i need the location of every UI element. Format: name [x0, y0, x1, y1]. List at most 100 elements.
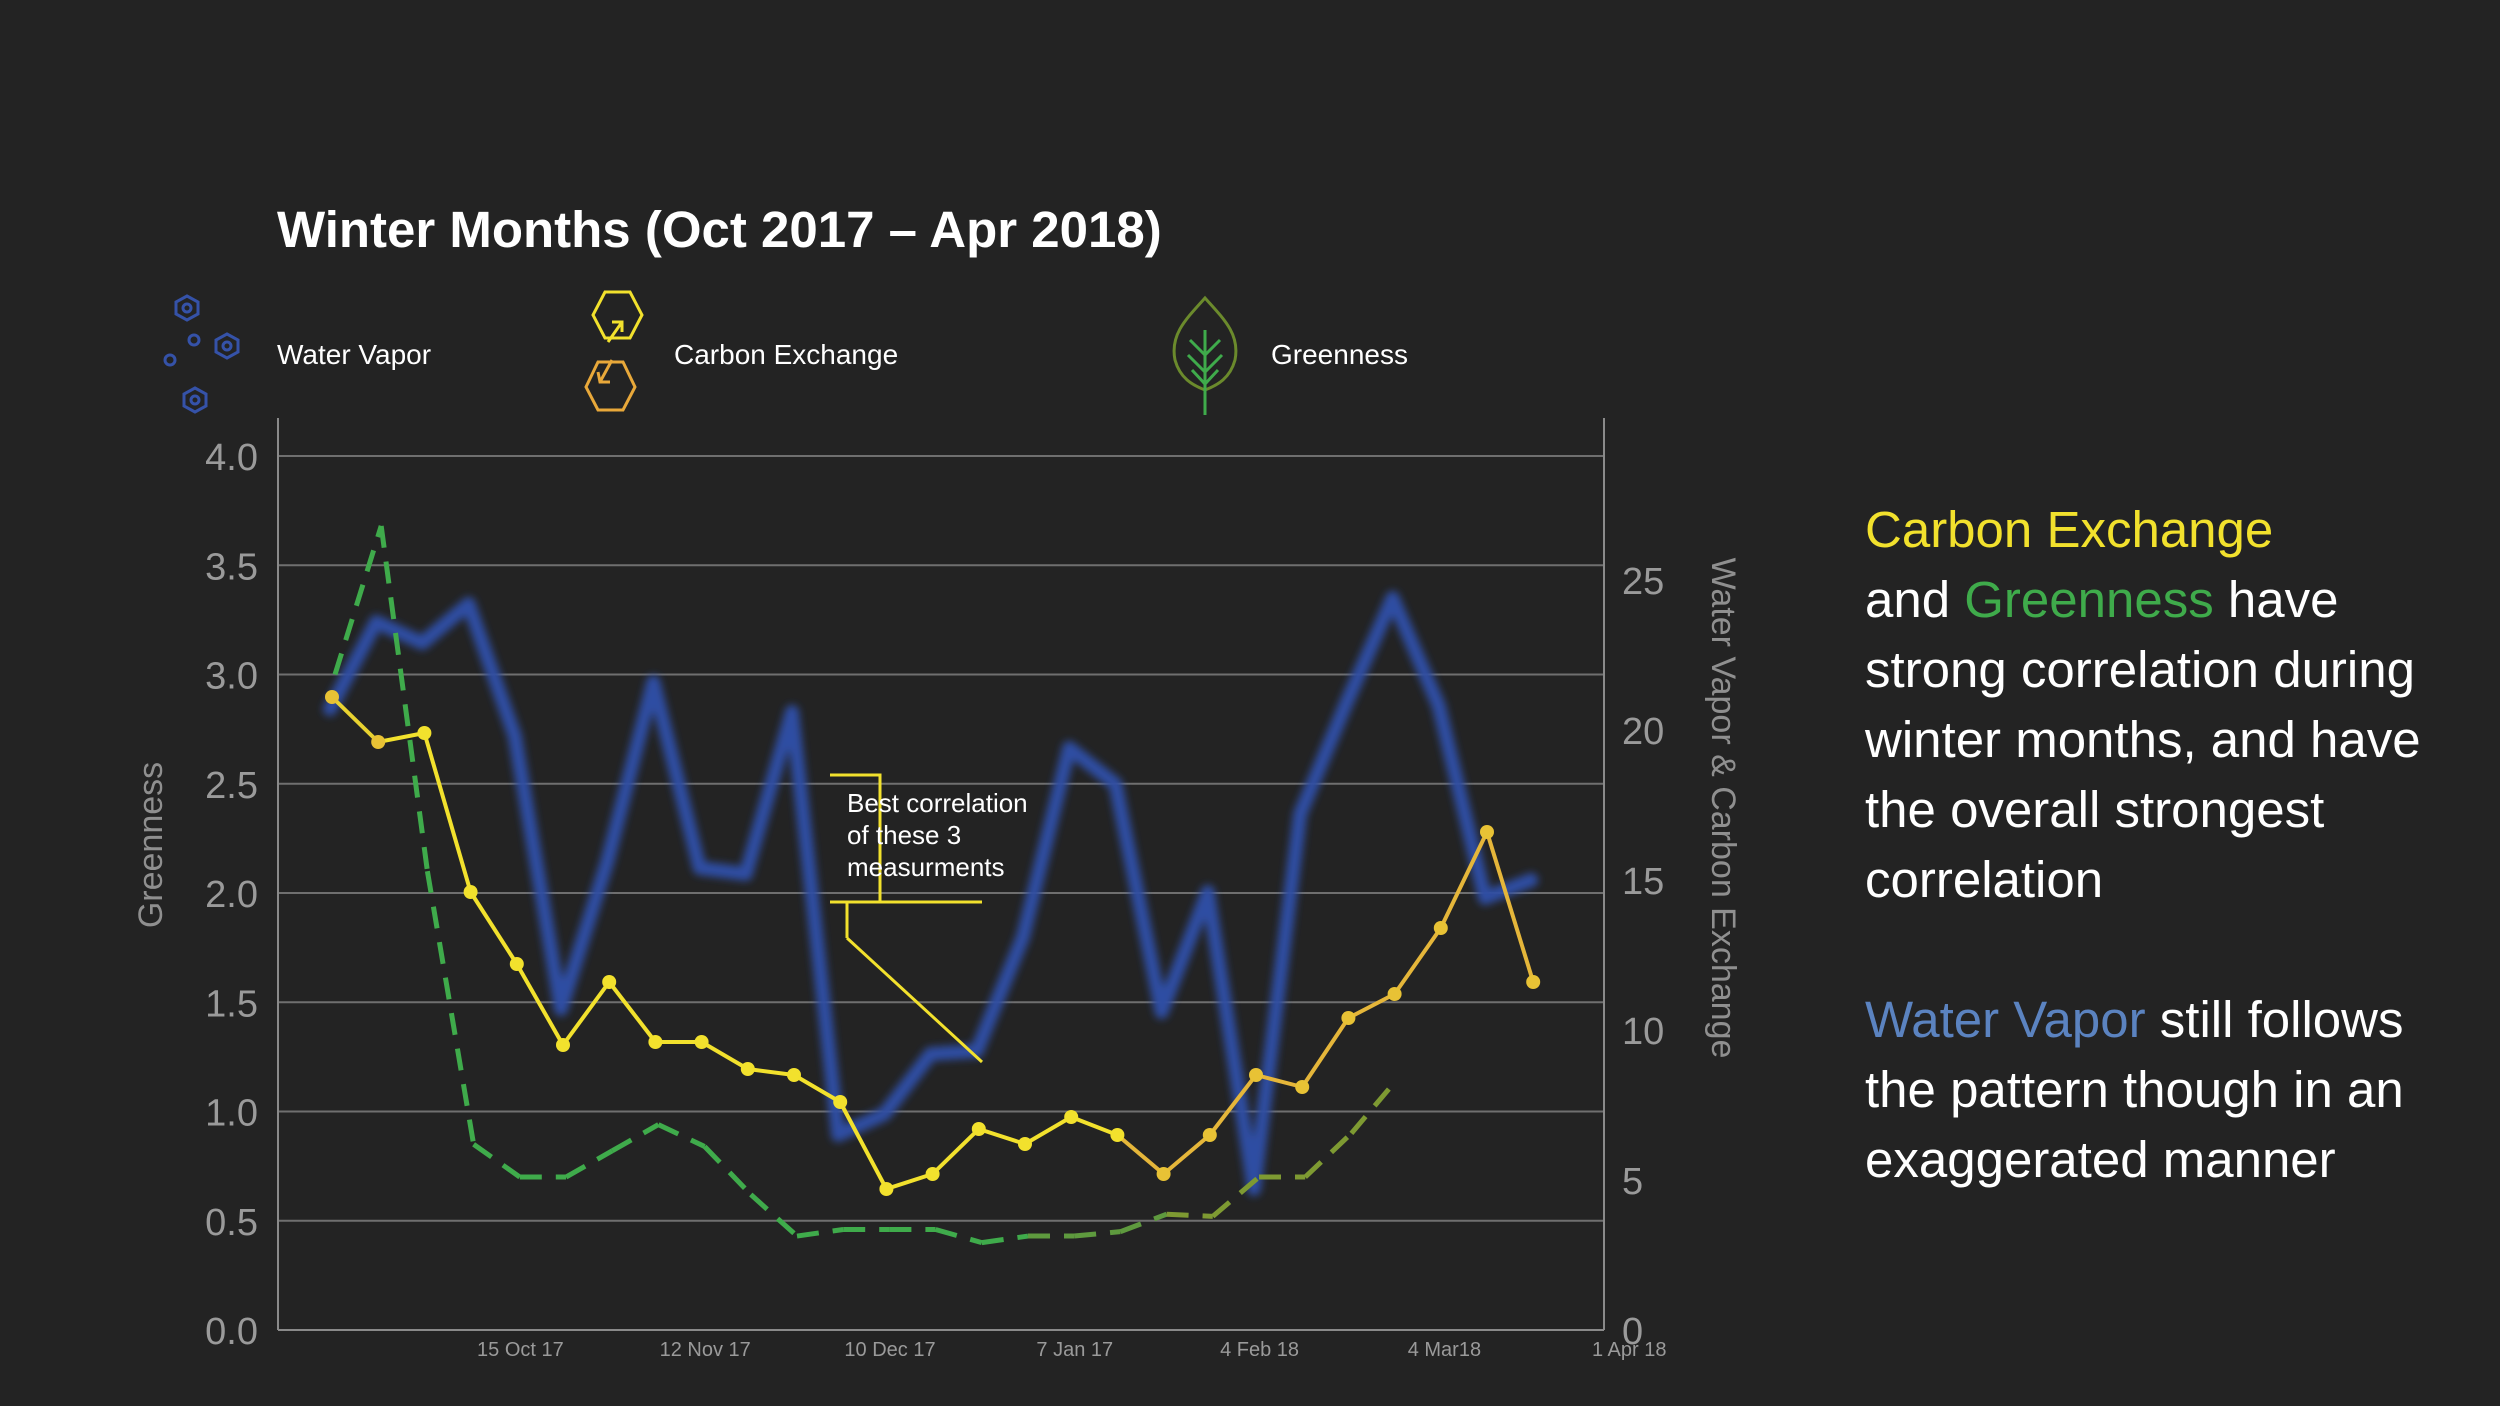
series-segment-carbon-exchange: [978, 1127, 1026, 1146]
insight-paragraph-2: Water Vapor still follows the pattern th…: [1865, 985, 2465, 1195]
y-tick-label: 2.0: [205, 874, 258, 916]
series-segment-greenness: [610, 1122, 660, 1154]
y-tick-label: 0.0: [205, 1311, 258, 1353]
series-segment-greenness: [424, 870, 477, 1145]
series-segment-carbon-exchange: [1208, 1073, 1258, 1137]
series-segment-carbon-exchange: [607, 980, 657, 1044]
series-segment-carbon-exchange: [838, 1101, 889, 1190]
chart-title: Winter Months (Oct 2017 – Apr 2018): [277, 201, 1162, 258]
series-segment-carbon-exchange: [422, 732, 473, 893]
data-point-carbon-exchange: [1064, 1110, 1079, 1124]
series-segment-carbon-exchange: [1255, 1073, 1303, 1089]
y-tick-label: 3.0: [205, 656, 258, 698]
legend-label-water-vapor: Water Vapor: [277, 339, 432, 370]
leaf-icon: [1172, 295, 1238, 415]
data-point-carbon-exchange: [740, 1062, 755, 1076]
series-segment-carbon-exchange: [747, 1067, 795, 1077]
data-point-carbon-exchange: [787, 1068, 801, 1082]
y-tick-label: 4.0: [205, 437, 258, 479]
series-segment-carbon-exchange: [515, 963, 565, 1046]
series-segment-carbon-exchange: [1023, 1115, 1073, 1146]
series-segment-greenness: [934, 1227, 983, 1246]
data-point-carbon-exchange: [1110, 1128, 1125, 1142]
data-point-carbon-exchange: [1526, 975, 1541, 989]
series-segment-greenness: [657, 1122, 706, 1149]
carbon-exchange-term: Carbon Exchange: [1865, 501, 2274, 558]
series-line-water-vapor: [323, 591, 1539, 1196]
y-tick-label: 2.5: [205, 765, 258, 807]
y2-tick-label: 5: [1622, 1161, 1643, 1203]
data-point-carbon-exchange: [648, 1035, 663, 1049]
series-segment-carbon-exchange: [1347, 992, 1396, 1020]
data-point-carbon-exchange: [1202, 1128, 1217, 1142]
series-segment-carbon-exchange: [885, 1172, 934, 1191]
insight-rest-1: have strong correlation during winter mo…: [1865, 571, 2421, 908]
data-point-carbon-exchange: [1295, 1080, 1310, 1094]
series-segment-carbon-exchange: [1438, 831, 1489, 929]
data-point-carbon-exchange: [556, 1038, 570, 1052]
series-segment-greenness: [332, 525, 384, 676]
water-vapor-icon: [163, 294, 240, 414]
insight-paragraph-1: Carbon Exchange and Greenness have stron…: [1865, 495, 2465, 915]
series-segment-carbon-exchange: [1116, 1133, 1165, 1176]
series-segment-greenness: [378, 525, 430, 872]
annotation-text: Best correlation of these 3 measurments: [847, 787, 1087, 883]
series-segment-carbon-exchange: [377, 731, 425, 744]
data-point-carbon-exchange: [325, 690, 339, 704]
y2-tick-label: 15: [1622, 861, 1664, 903]
data-point-carbon-exchange: [1480, 825, 1494, 839]
data-point-carbon-exchange: [925, 1167, 940, 1181]
series-segment-greenness: [1303, 1131, 1354, 1179]
y-tick-label: 0.5: [205, 1202, 258, 1244]
series-segment-carbon-exchange: [561, 980, 611, 1047]
series-segment-carbon-exchange: [1300, 1016, 1351, 1089]
series-segment-carbon-exchange: [1070, 1115, 1119, 1137]
x-tick-label: 7 Jan 17: [1036, 1339, 1113, 1361]
series-segment-carbon-exchange: [931, 1127, 981, 1176]
legend-label-greenness: Greenness: [1271, 339, 1408, 370]
x-tick-label: 4 Feb 18: [1220, 1339, 1299, 1361]
series-segment-carbon-exchange: [792, 1073, 842, 1104]
data-point-carbon-exchange: [371, 735, 386, 749]
data-point-carbon-exchange: [833, 1095, 848, 1109]
data-point-carbon-exchange: [1341, 1011, 1356, 1025]
series-segment-greenness: [1211, 1175, 1261, 1219]
series-segment-greenness: [1073, 1229, 1121, 1239]
data-point-carbon-exchange: [971, 1122, 986, 1136]
insight-text: Carbon Exchange and Greenness have stron…: [1865, 495, 2465, 1195]
x-tick-label: 1 Apr 18: [1592, 1339, 1667, 1361]
greenness-term: Greenness: [1964, 571, 2214, 628]
data-point-carbon-exchange: [1249, 1068, 1263, 1082]
series-segment-greenness: [472, 1142, 522, 1180]
y-axis-label: Greenness: [132, 762, 170, 928]
series-segment-greenness: [564, 1148, 614, 1180]
y-tick-label: 1.5: [205, 983, 258, 1025]
insight-word: and: [1865, 571, 1965, 628]
legend-label-carbon-exchange: Carbon Exchange: [674, 339, 899, 370]
data-point-carbon-exchange: [463, 885, 478, 899]
data-point-carbon-exchange: [602, 975, 617, 989]
annotation-line: measurments: [847, 852, 1005, 882]
series-segment-carbon-exchange: [468, 890, 519, 966]
data-point-carbon-exchange: [417, 726, 432, 740]
data-point-carbon-exchange: [509, 957, 524, 971]
annotation-line: of these 3: [847, 820, 962, 850]
series-segment-greenness: [702, 1144, 753, 1197]
carbon-exchange-icon: [584, 290, 644, 412]
series-segment-greenness: [749, 1192, 799, 1238]
data-point-carbon-exchange: [879, 1182, 894, 1196]
series-segment-carbon-exchange: [1392, 926, 1443, 996]
series-segment-greenness: [1349, 1077, 1400, 1135]
series-segment-greenness: [1166, 1211, 1213, 1219]
y2-axis-label: Water Vapor & Carbon Exchange: [1704, 558, 1742, 1059]
data-point-carbon-exchange: [1387, 987, 1402, 1001]
y-tick-label: 1.0: [205, 1093, 258, 1135]
x-tick-label: 12 Nov 17: [660, 1339, 751, 1361]
x-tick-label: 10 Dec 17: [844, 1339, 935, 1361]
insight-rest-2: still follows the pattern though in an e…: [1865, 991, 2404, 1188]
annotation-bracket: [830, 773, 984, 1064]
data-point-carbon-exchange: [1433, 921, 1448, 935]
series-segment-greenness: [796, 1227, 844, 1239]
data-point-carbon-exchange: [1156, 1167, 1171, 1181]
